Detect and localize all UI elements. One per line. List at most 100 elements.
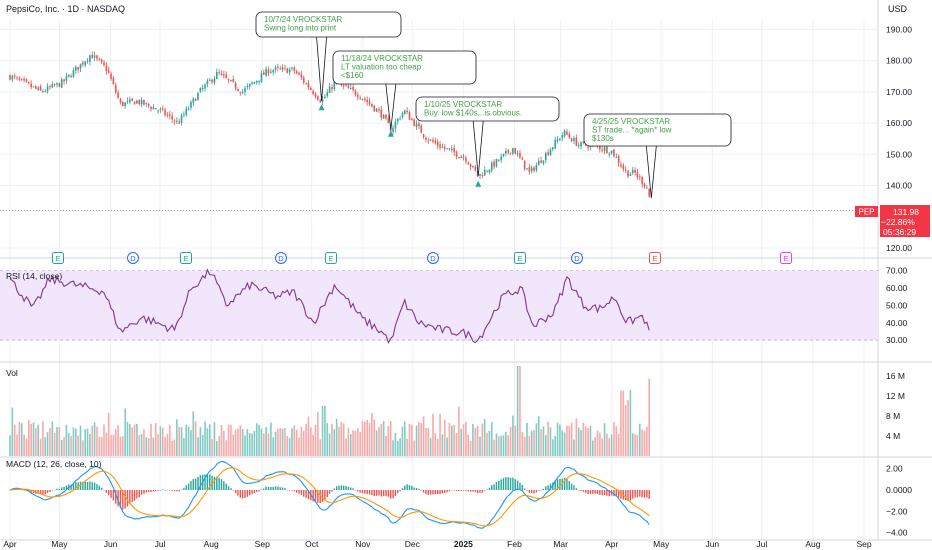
volume-bar bbox=[455, 433, 458, 456]
candle-body bbox=[60, 79, 63, 88]
candle-body bbox=[70, 75, 72, 78]
volume-bar bbox=[145, 437, 148, 456]
volume-bar bbox=[636, 435, 639, 456]
dividend-badge[interactable]: D bbox=[275, 252, 287, 264]
macd-histogram-bar bbox=[218, 477, 220, 490]
candle-body bbox=[267, 69, 270, 74]
candle-body bbox=[528, 167, 531, 172]
volume-bar bbox=[451, 425, 453, 456]
candle-body bbox=[570, 138, 573, 142]
macd-histogram-bar bbox=[580, 490, 582, 492]
macd-histogram-bar bbox=[84, 481, 86, 490]
macd-histogram-bar bbox=[575, 488, 578, 490]
candle-body bbox=[298, 72, 300, 75]
volume-bar bbox=[293, 425, 296, 456]
macd-histogram-bar bbox=[446, 490, 448, 493]
earnings-badge[interactable]: E bbox=[780, 252, 792, 264]
macd-histogram-bar bbox=[516, 480, 519, 490]
macd-histogram-bar bbox=[643, 490, 646, 498]
volume-bar bbox=[584, 426, 587, 456]
candle-body bbox=[641, 177, 643, 185]
macd-histogram-bar bbox=[460, 490, 462, 491]
earnings-badge[interactable]: E bbox=[325, 252, 337, 264]
earnings-badge[interactable]: E bbox=[52, 252, 64, 264]
volume-bar bbox=[420, 423, 423, 456]
volume-bar bbox=[307, 416, 310, 456]
volume-bar bbox=[227, 424, 230, 456]
macd-histogram-bar bbox=[420, 490, 422, 491]
volume-bar bbox=[458, 406, 460, 456]
macd-histogram-bar bbox=[585, 490, 587, 493]
candle-body bbox=[603, 147, 606, 152]
volume-bar bbox=[263, 433, 265, 456]
candle-body bbox=[493, 161, 495, 167]
volume-bar bbox=[53, 432, 56, 456]
rsi-band bbox=[0, 270, 878, 341]
volume-bar bbox=[479, 436, 481, 456]
volume-bar bbox=[648, 378, 650, 456]
callout-text: LT valuation too cheap bbox=[341, 63, 422, 72]
callout-pointer bbox=[645, 145, 657, 199]
earnings-badge[interactable]: E bbox=[180, 252, 192, 264]
macd-histogram-bar bbox=[340, 485, 343, 490]
candle-body bbox=[204, 84, 206, 89]
earnings-badge[interactable]: E bbox=[649, 252, 661, 264]
candle-body bbox=[498, 159, 500, 161]
macd-histogram-bar bbox=[427, 490, 429, 495]
volume-bar bbox=[274, 431, 277, 456]
dividend-badge[interactable]: D bbox=[427, 252, 439, 264]
time-axis-label: Aug bbox=[805, 539, 820, 549]
macd-histogram-bar bbox=[234, 490, 237, 494]
macd-histogram-bar bbox=[596, 490, 599, 495]
macd-histogram-bar bbox=[352, 488, 354, 490]
macd-histogram-bar bbox=[568, 481, 570, 490]
macd-histogram-bar bbox=[646, 490, 648, 498]
macd-histogram-bar bbox=[359, 490, 361, 493]
macd-histogram-bar bbox=[267, 486, 270, 490]
macd-histogram-bar bbox=[554, 480, 556, 490]
volume-bar bbox=[594, 437, 596, 456]
macd-histogram-bar bbox=[582, 490, 585, 492]
candle-body bbox=[44, 91, 47, 93]
earnings-badge[interactable]: E bbox=[514, 252, 526, 264]
dividend-badge[interactable]: D bbox=[127, 252, 139, 264]
macd-histogram-bar bbox=[415, 488, 418, 490]
macd-histogram-bar bbox=[9, 490, 11, 491]
volume-bar bbox=[610, 434, 613, 456]
axis-tick-label: 190.00 bbox=[886, 24, 912, 34]
macd-histogram-bar bbox=[166, 490, 169, 491]
chart-title: PepsiCo, Inc. · 1D · NASDAQ bbox=[6, 4, 125, 14]
volume-bar bbox=[387, 426, 390, 456]
macd-histogram-bar bbox=[162, 489, 164, 490]
currency-label: USD bbox=[888, 4, 908, 14]
macd-histogram-bar bbox=[441, 490, 444, 494]
time-axis-label: Apr bbox=[605, 539, 618, 549]
volume-bar bbox=[265, 426, 267, 456]
candle-body bbox=[636, 172, 639, 178]
volume-bar bbox=[35, 427, 37, 456]
volume-bar bbox=[366, 419, 368, 456]
callout-text: 11/18/24 VROCKSTAR bbox=[341, 54, 423, 63]
candle-body bbox=[98, 58, 101, 60]
volume-bar bbox=[627, 399, 629, 456]
macd-histogram-bar bbox=[418, 488, 420, 490]
candle-body bbox=[418, 123, 420, 127]
candle-body bbox=[331, 87, 333, 90]
macd-histogram-bar bbox=[519, 482, 521, 490]
volume-bar bbox=[75, 428, 77, 456]
candle-body bbox=[197, 92, 199, 101]
dividend-badge[interactable]: D bbox=[571, 252, 583, 264]
candle-body bbox=[248, 83, 251, 87]
entry-markers bbox=[318, 104, 482, 187]
callout-text: Buy. low $140s...is obvious. bbox=[424, 109, 522, 118]
volume-bar bbox=[60, 439, 63, 456]
macd-histogram-bar bbox=[484, 490, 486, 491]
macd-histogram-bar bbox=[625, 490, 627, 501]
volume-bar bbox=[150, 423, 152, 456]
volume-bar bbox=[131, 427, 133, 456]
macd-histogram-bar bbox=[601, 490, 603, 496]
event-badge-label: E bbox=[328, 254, 333, 263]
callout-text: 10/7/24 VROCKSTAR bbox=[264, 15, 342, 24]
macd-histogram-bar bbox=[462, 490, 465, 491]
